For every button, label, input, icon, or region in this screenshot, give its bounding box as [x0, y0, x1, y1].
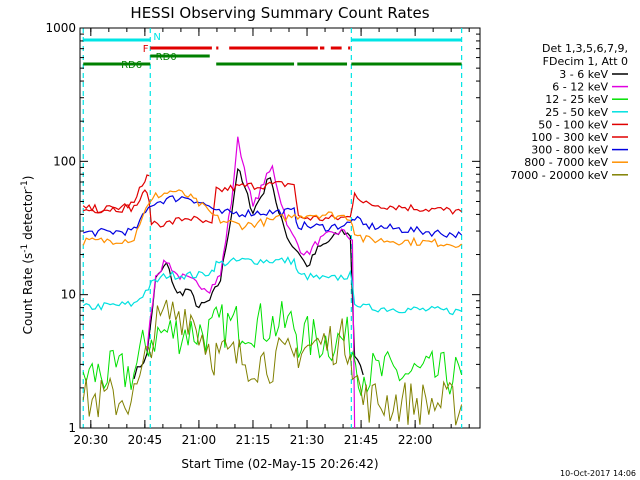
y-axis-label-sup1: -1: [20, 244, 30, 253]
legend-header: Det 1,3,5,6,7,9,: [542, 42, 628, 55]
y-tick-label: 1000: [45, 21, 76, 35]
flag-label-rd6: RD6: [121, 60, 142, 71]
series-line: [82, 174, 150, 214]
flag-label-n: N: [153, 32, 160, 43]
x-tick-label: 20:30: [74, 433, 109, 447]
y-axis-label-sup2: -1: [20, 180, 30, 189]
chart-title: HESSI Observing Summary Count Rates: [130, 4, 429, 22]
series-line: [133, 167, 364, 380]
y-tick-label: 100: [53, 154, 76, 168]
legend-header: FDecim 1, Att 0: [543, 55, 628, 68]
series-line: [82, 256, 462, 316]
y-axis-label-main: Count Rate (s: [21, 253, 35, 335]
x-axis-label: Start Time (02-May-15 20:26:42): [181, 457, 378, 471]
x-tick-label: 21:30: [290, 433, 325, 447]
plot-area: 1 10 100 1000 20:30 20:45 21:00 21:15 21:30 21:45…: [45, 21, 481, 447]
y-axis-label-end: ): [21, 176, 35, 181]
flag-label-f: F: [143, 44, 149, 55]
x-tick-label: 21:00: [182, 433, 217, 447]
legend-label: 300 - 800 keV: [531, 144, 608, 157]
x-tick-label: 21:45: [344, 433, 379, 447]
legend: Det 1,3,5,6,7,9,FDecim 1, Att 03 - 6 keV…: [510, 42, 628, 182]
legend-label: 50 - 100 keV: [538, 118, 608, 131]
y-tick-label: 1: [68, 421, 76, 435]
x-tick-label: 22:00: [398, 433, 433, 447]
legend-label: 25 - 50 keV: [545, 106, 608, 119]
y-axis-label: Count Rate (s-1 detector-1): [20, 176, 35, 335]
x-tick-label: 21:15: [236, 433, 271, 447]
series-line: [82, 299, 463, 426]
legend-label: 7000 - 20000 keV: [510, 169, 608, 182]
footer-timestamp: 10-Oct-2017 14:06: [560, 469, 636, 478]
series-line: [146, 136, 356, 429]
legend-label: 12 - 25 keV: [545, 93, 608, 106]
x-tick-label: 20:45: [128, 433, 163, 447]
y-axis-label-mid: detector: [21, 189, 35, 244]
legend-label: 6 - 12 keV: [552, 81, 608, 94]
series-line: [82, 189, 462, 249]
y-tick-label: 10: [61, 288, 76, 302]
legend-label: 3 - 6 keV: [559, 68, 608, 81]
plot-frame: [79, 27, 481, 429]
flag-label-rd0: RD0: [156, 52, 177, 63]
legend-label: 100 - 300 keV: [531, 131, 608, 144]
series-line: [82, 180, 462, 228]
series-line: [83, 195, 463, 239]
legend-label: 800 - 7000 keV: [524, 156, 608, 169]
series-line: [82, 301, 463, 396]
